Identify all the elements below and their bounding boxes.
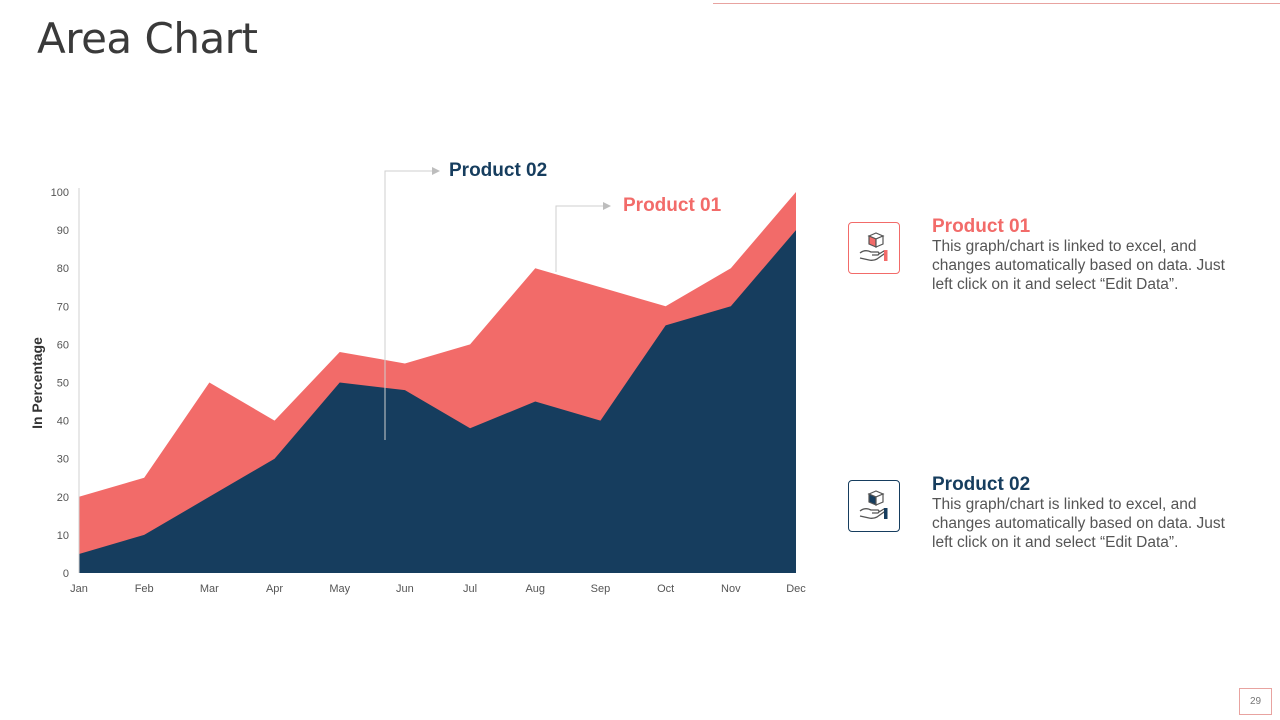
callout-arrow-product-01: [603, 202, 611, 210]
y-tick-label: 90: [57, 225, 69, 237]
x-tick-label: Feb: [135, 583, 154, 595]
product-01-heading: Product 01: [932, 216, 1031, 237]
top-accent-rule: [713, 3, 1280, 4]
x-tick-label: Sep: [591, 583, 611, 595]
y-tick-label: 80: [57, 263, 69, 275]
callout-product-01: Product 01: [623, 195, 722, 216]
hand-holding-box-icon: [848, 222, 900, 274]
x-tick-label: Oct: [657, 583, 674, 595]
product-02-description: This graph/chart is linked to excel, and…: [932, 496, 1225, 551]
y-tick-label: 100: [51, 187, 69, 199]
callout-line-product-02: [384, 170, 432, 440]
page-title: Area Chart: [37, 14, 258, 63]
x-tick-label: Mar: [200, 583, 219, 595]
x-tick-label: Jan: [70, 583, 88, 595]
product-02-heading: Product 02: [932, 474, 1031, 495]
y-tick-label: 50: [57, 378, 69, 390]
page-number: 29: [1239, 688, 1272, 715]
hand-holding-box-icon: [848, 480, 900, 532]
y-tick-label: 40: [57, 416, 69, 428]
x-tick-label: Dec: [786, 583, 806, 595]
product-01-description: This graph/chart is linked to excel, and…: [932, 238, 1225, 293]
y-tick-label: 10: [57, 530, 69, 542]
y-axis-label: In Percentage: [29, 337, 45, 429]
x-tick-label: Apr: [266, 583, 283, 595]
x-tick-label: Jul: [463, 583, 477, 595]
x-tick-label: Nov: [721, 583, 741, 595]
callout-arrow-product-02: [432, 167, 440, 175]
x-tick-label: May: [329, 583, 350, 595]
x-tick-label: Jun: [396, 583, 414, 595]
area-series-product-02: [79, 230, 796, 573]
y-tick-label: 70: [57, 301, 69, 313]
callout-line-product-01: [555, 205, 603, 272]
callout-product-02: Product 02: [449, 160, 548, 181]
y-tick-label: 0: [63, 568, 69, 580]
x-tick-label: Aug: [525, 583, 545, 595]
y-tick-label: 60: [57, 339, 69, 351]
y-tick-label: 20: [57, 492, 69, 504]
y-tick-label: 30: [57, 454, 69, 466]
